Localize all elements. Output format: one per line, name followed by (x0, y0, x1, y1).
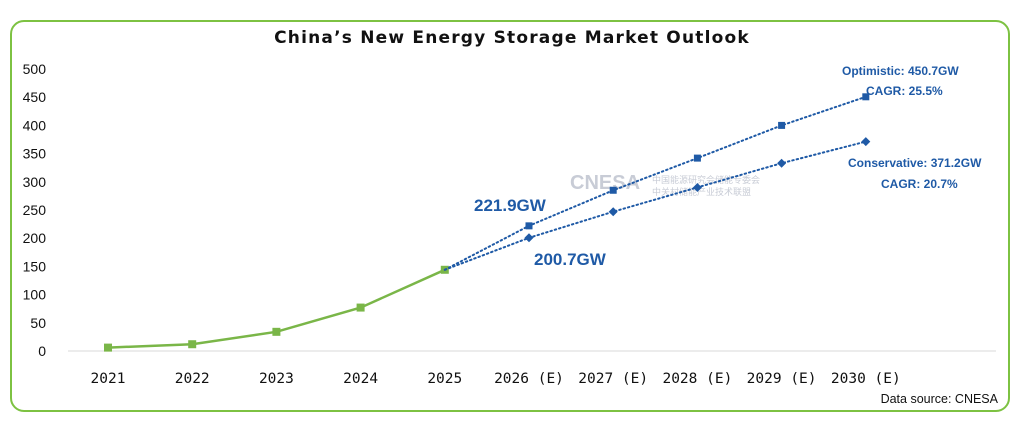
x-tick-label: 2021 (91, 371, 126, 387)
chart-title: China’s New Energy Storage Market Outloo… (274, 28, 750, 48)
series-2-point (524, 233, 534, 243)
series-0-point (272, 327, 281, 336)
annotation-conservative-2026: 200.7GW (534, 250, 607, 269)
x-tick-label: 2023 (259, 371, 294, 387)
x-tick-label: 2022 (175, 371, 210, 387)
series-2-point (861, 137, 871, 147)
x-tick-label: 2030 (E) (831, 371, 901, 387)
x-tick-label: 2027 (E) (578, 371, 648, 387)
series-2-line (443, 140, 867, 271)
x-tick-label: 2024 (343, 371, 378, 387)
series-0-point (104, 343, 112, 352)
series-1-line (443, 95, 867, 271)
y-tick-label: 300 (23, 174, 47, 190)
y-tick-label: 200 (23, 230, 47, 246)
series-1-point (525, 222, 533, 230)
series-0-point (356, 303, 365, 312)
series-1-point (609, 186, 617, 194)
series-1-point (862, 93, 870, 101)
series-2-point (777, 158, 787, 168)
x-tick-label: 2029 (E) (747, 371, 817, 387)
data-source-note: Data source: CNESA (880, 392, 998, 406)
series-0-line (107, 268, 446, 349)
annotation-optimistic-total: Optimistic: 450.7GW (842, 64, 959, 78)
watermark-logo: CNESA (570, 172, 640, 194)
annotation-optimistic-cagr: CAGR: 25.5% (866, 84, 943, 98)
x-tick-label: 2028 (E) (662, 371, 732, 387)
y-tick-label: 450 (23, 89, 47, 105)
series-1-point (693, 154, 701, 162)
series-2-point (608, 207, 618, 217)
y-tick-label: 50 (30, 315, 46, 331)
y-tick-label: 400 (23, 117, 47, 133)
y-tick-label: 150 (23, 258, 47, 274)
y-tick-label: 100 (23, 287, 47, 303)
annotation-optimistic-2026: 221.9GW (474, 196, 547, 215)
annotation-conservative-cagr: CAGR: 20.7% (881, 177, 958, 191)
annotation-conservative-total: Conservative: 371.2GW (848, 156, 982, 170)
y-tick-label: 250 (23, 202, 47, 218)
series-0-point (188, 340, 197, 349)
watermark-line-2: 中关村储能产业技术联盟 (652, 186, 751, 198)
series-1-point (778, 121, 786, 129)
series-2-point (692, 182, 702, 192)
x-tick-label: 2025 (427, 371, 462, 387)
y-tick-label: 500 (23, 61, 47, 77)
x-tick-label: 2026 (E) (494, 371, 564, 387)
chart-frame (10, 20, 1010, 412)
y-tick-label: 0 (38, 343, 46, 359)
y-tick-label: 350 (23, 146, 47, 162)
